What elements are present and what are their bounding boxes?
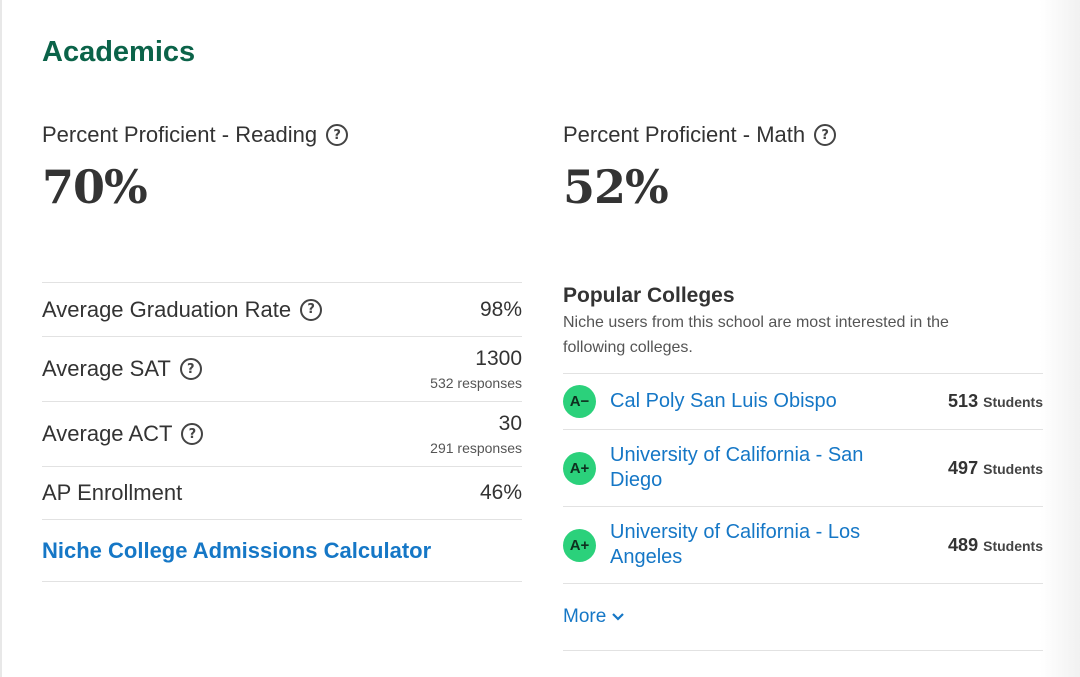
college-count-number: 497 [948,457,979,478]
metric-responses: 291 responses [430,440,522,456]
stat-math-label: Percent Proficient - Math ? [563,122,837,148]
metric-label: Average ACT ? [42,421,204,447]
college-name-link[interactable]: University of California - Los Angeles [610,521,861,568]
metric-label-text: Average Graduation Rate [42,296,292,322]
stat-reading: Percent Proficient - Reading ? 70% [42,122,349,214]
help-icon[interactable]: ? [179,358,202,380]
stat-math: Percent Proficient - Math ? 52% [563,122,837,214]
more-label: More [563,606,607,627]
help-icon[interactable]: ? [814,124,837,146]
college-student-count: 497 Students [948,458,1043,479]
metric-label: Average Graduation Rate ? [42,296,323,323]
metric-row-ap: AP Enrollment 46% [42,466,522,519]
college-count-number: 489 [948,534,979,555]
metric-responses: 532 responses [430,375,522,391]
stat-reading-value: 70% [42,160,148,214]
stat-reading-label-text: Percent Proficient - Reading [42,122,318,147]
metric-number: 1300 [475,347,522,370]
chevron-down-icon [612,613,625,621]
help-icon[interactable]: ? [300,298,323,321]
metric-row-sat: Average SAT ? 1300 532 responses [42,336,522,401]
grade-badge: A− [563,385,596,418]
college-name-link[interactable]: University of California - San Diego [610,444,864,491]
help-icon[interactable]: ? [326,124,349,146]
college-count-number: 513 [948,391,979,411]
help-icon[interactable]: ? [181,423,204,445]
metric-value: 98% [480,298,522,322]
stat-reading-label: Percent Proficient - Reading ? [42,122,349,148]
stat-math-label-text: Percent Proficient - Math [563,122,806,147]
college-student-count: 513 Students [948,391,1043,412]
metric-value: 46% [480,481,522,505]
grade-badge: A+ [563,451,596,485]
college-item[interactable]: A− Cal Poly San Luis Obispo 513 Students [563,374,1043,430]
college-count-unit: Students [983,460,1043,477]
metric-value: 30 291 responses [430,412,522,456]
metric-label-text: Average ACT [42,421,173,446]
page-right-shadow [1040,0,1080,677]
popular-colleges: Popular Colleges Niche users from this s… [563,284,1043,651]
metric-label: AP Enrollment [42,480,182,506]
popular-colleges-description: Niche users from this school are most in… [563,314,949,356]
college-item[interactable]: A+ University of California - San Diego … [563,430,1043,507]
college-count-unit: Students [983,537,1043,554]
college-name-link[interactable]: Cal Poly San Luis Obispo [610,390,837,412]
metric-label-text: Average SAT [42,356,171,381]
calculator-row: Niche College Admissions Calculator [42,519,522,582]
page-left-border [0,0,2,677]
college-student-count: 489 Students [948,535,1043,556]
admissions-calculator-link[interactable]: Niche College Admissions Calculator [42,537,432,563]
section-title: Academics [42,36,196,68]
stat-math-value: 52% [563,160,669,214]
metric-label-text: AP Enrollment [42,480,183,505]
metric-value: 1300 532 responses [430,347,522,391]
college-item[interactable]: A+ University of California - Los Angele… [563,507,1043,584]
metrics-list: Average Graduation Rate ? 98% Average SA… [42,282,522,582]
metric-number: 46% [479,481,522,504]
more-colleges-button[interactable]: More [563,606,625,628]
metric-row-graduation: Average Graduation Rate ? 98% [42,282,522,336]
metric-number: 30 [498,412,522,435]
metric-number: 98% [479,297,522,321]
college-list: A− Cal Poly San Luis Obispo 513 Students… [563,373,1043,584]
more-row: More [563,584,1043,651]
popular-colleges-title: Popular Colleges [563,284,735,307]
metric-row-act: Average ACT ? 30 291 responses [42,401,522,466]
metric-label: Average SAT ? [42,356,202,382]
college-count-unit: Students [983,394,1043,410]
grade-badge: A+ [563,528,596,562]
